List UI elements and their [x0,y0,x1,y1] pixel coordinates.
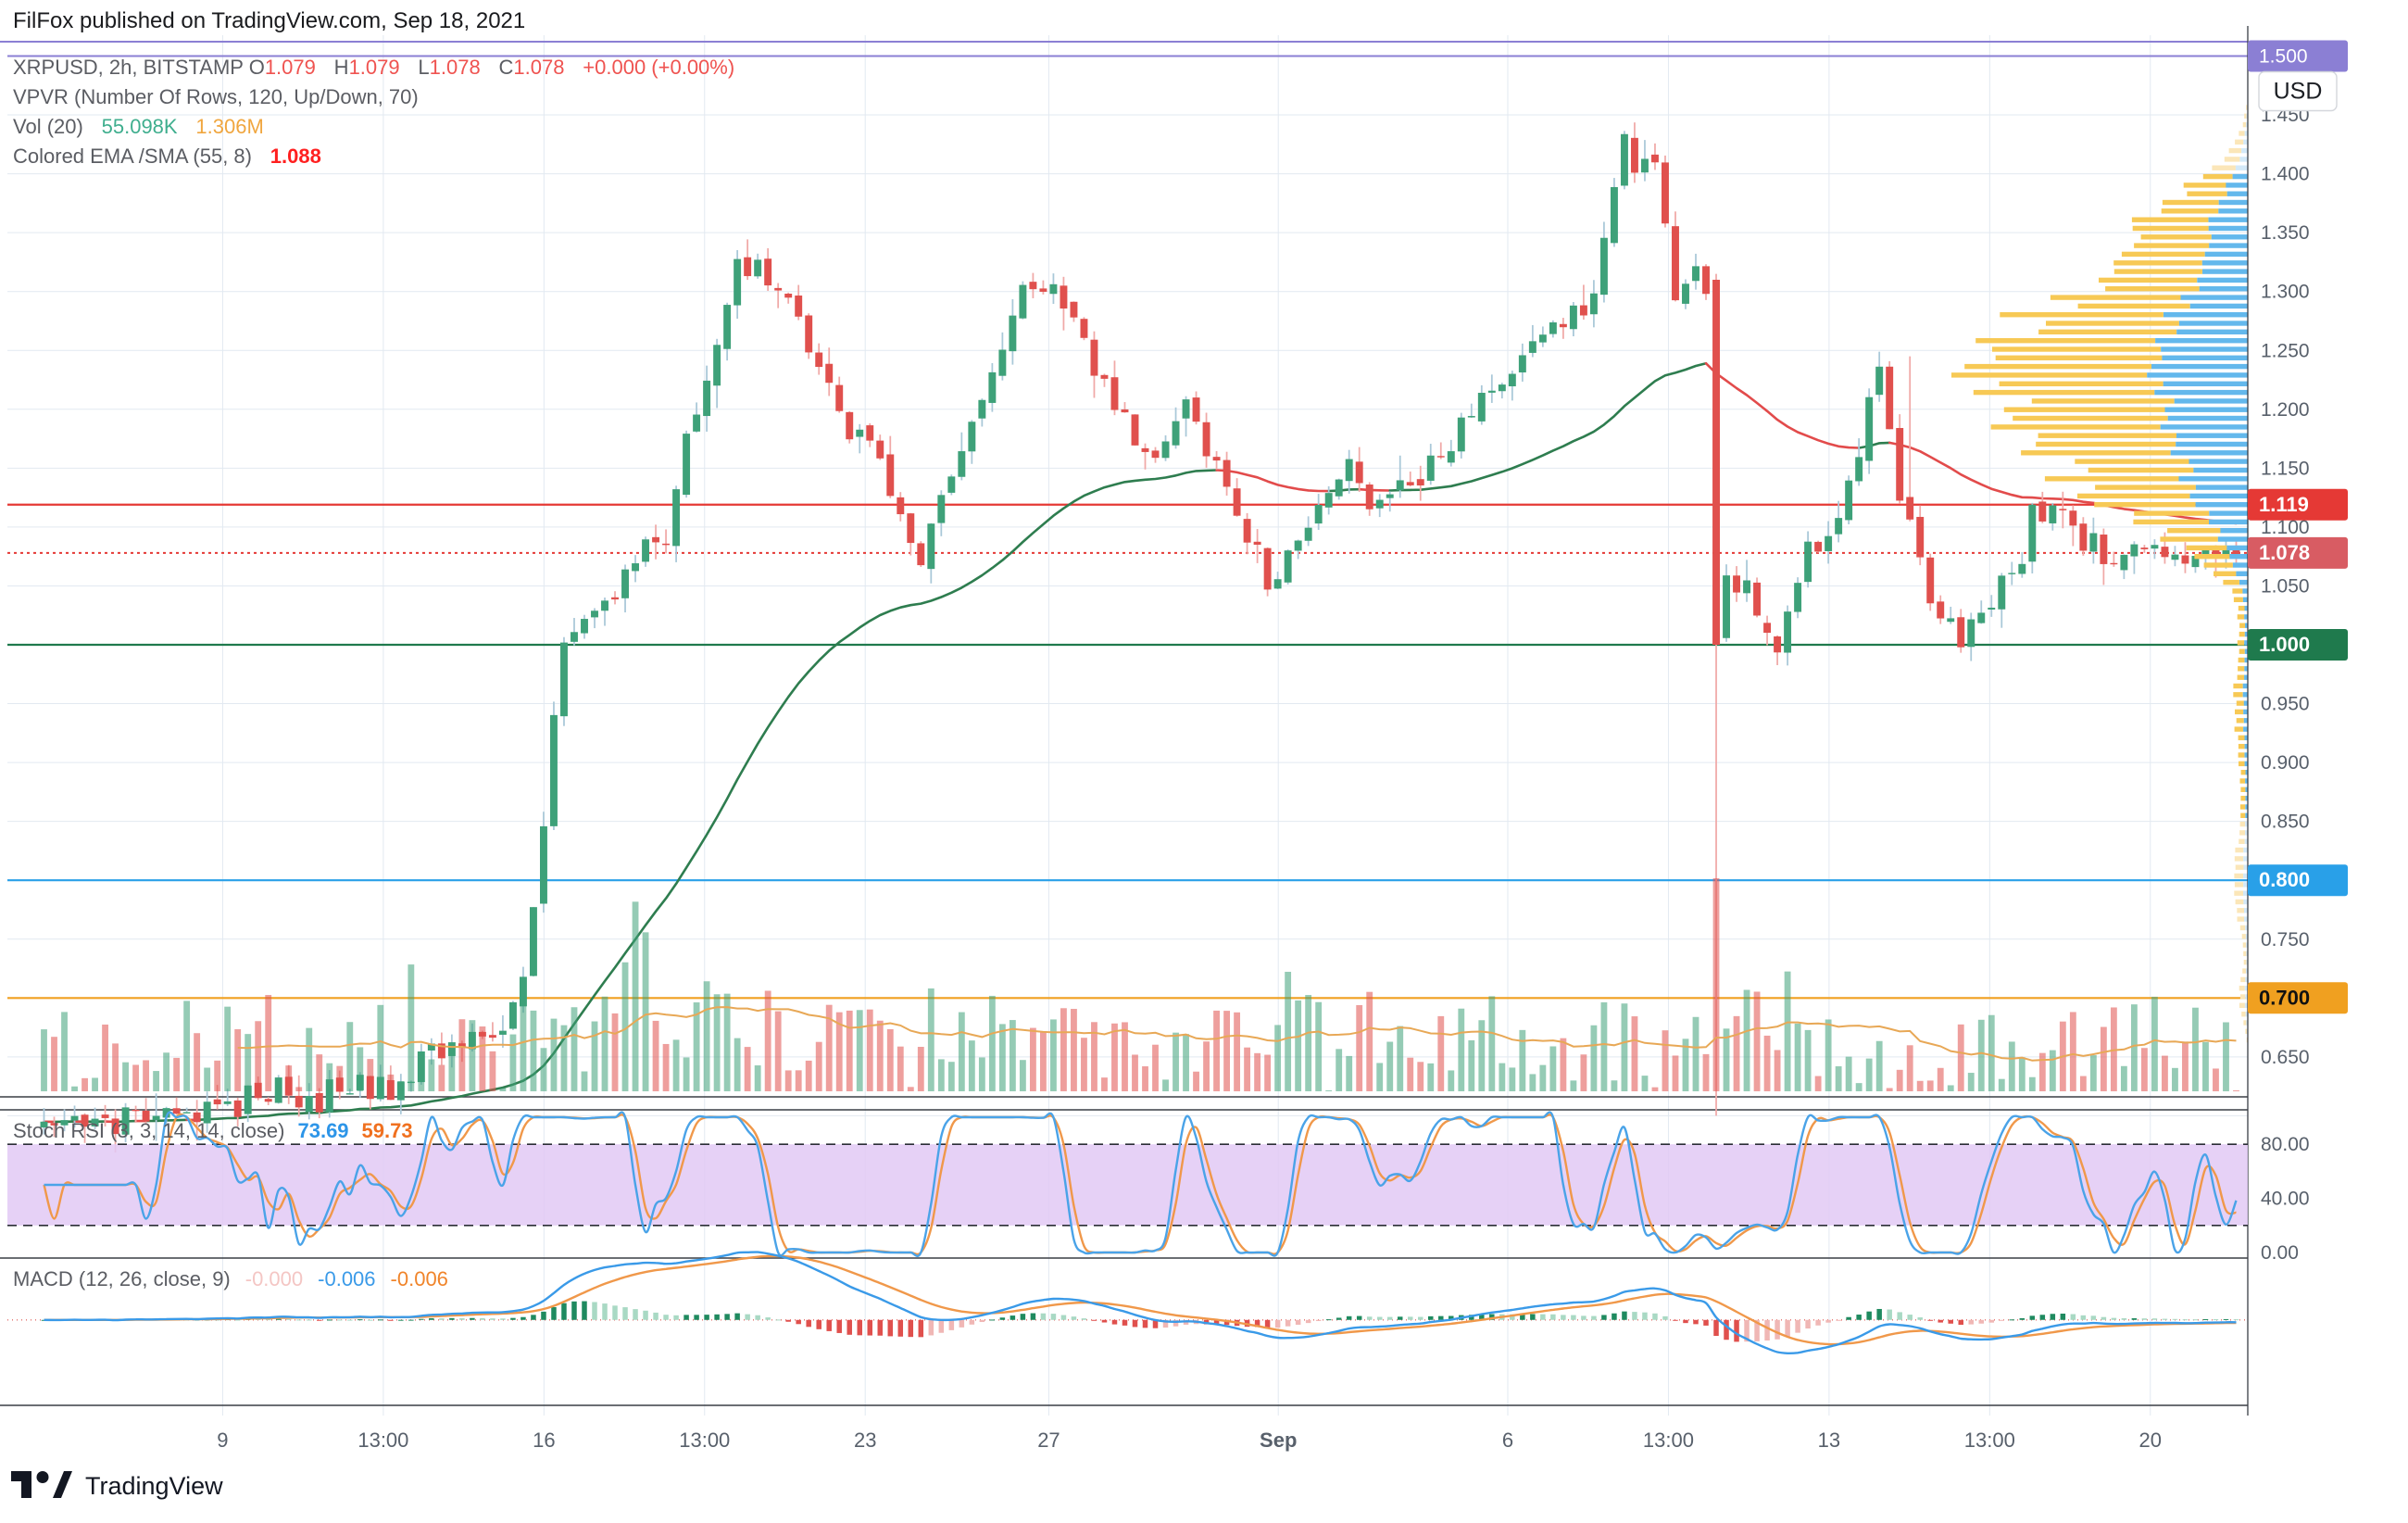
svg-text:USD: USD [2274,79,2323,105]
svg-text:40.00: 40.00 [2261,1189,2310,1210]
svg-text:1.078: 1.078 [2259,541,2310,564]
svg-text:20: 20 [2139,1429,2162,1452]
svg-text:0.800: 0.800 [2259,868,2310,891]
svg-text:80.00: 80.00 [2261,1134,2310,1155]
svg-text:H: H [334,56,349,79]
svg-text:27: 27 [1037,1429,1060,1452]
svg-text:1.400: 1.400 [2261,164,2310,185]
svg-text:0.650: 0.650 [2261,1047,2310,1068]
svg-text:23: 23 [854,1429,876,1452]
svg-text:1.078: 1.078 [430,56,481,79]
svg-text:9: 9 [217,1429,228,1452]
svg-text:1.078: 1.078 [513,56,564,79]
svg-text:Stoch RSI (3, 3, 14, 14, close: Stoch RSI (3, 3, 14, 14, close) [13,1119,284,1142]
svg-text:13: 13 [1818,1429,1840,1452]
svg-text:MACD (12, 26, close, 9): MACD (12, 26, close, 9) [13,1267,231,1290]
svg-text:1.500: 1.500 [2259,46,2308,68]
svg-text:0.700: 0.700 [2259,986,2310,1009]
svg-text:0.00: 0.00 [2261,1242,2299,1264]
svg-text:VPVR (Number Of Rows, 120, Up/: VPVR (Number Of Rows, 120, Up/Down, 70) [13,85,419,108]
svg-text:1.250: 1.250 [2261,340,2310,361]
svg-text:-0.000: -0.000 [245,1267,303,1290]
svg-text:Vol (20): Vol (20) [13,115,83,138]
svg-text:0.750: 0.750 [2261,929,2310,950]
svg-text:13:00: 13:00 [1964,1429,2015,1452]
svg-text:55.098K: 55.098K [102,115,178,138]
svg-text:Sep: Sep [1260,1429,1297,1452]
svg-text:1.306M: 1.306M [195,115,263,138]
svg-text:1.150: 1.150 [2261,458,2310,479]
svg-text:FilFox published on TradingVie: FilFox published on TradingView.com, Sep… [13,8,525,33]
svg-text:13:00: 13:00 [1643,1429,1694,1452]
svg-text:73.69: 73.69 [297,1119,348,1142]
svg-text:1.350: 1.350 [2261,222,2310,244]
svg-text:1.088: 1.088 [270,145,321,168]
svg-text:1.200: 1.200 [2261,399,2310,421]
svg-text:1.119: 1.119 [2259,493,2309,516]
svg-text:C: C [499,56,514,79]
svg-text:XRPUSD, 2h, BITSTAMP O: XRPUSD, 2h, BITSTAMP O [13,56,265,79]
svg-text:1.000: 1.000 [2259,633,2310,656]
svg-text:13:00: 13:00 [357,1429,408,1452]
svg-text:13:00: 13:00 [679,1429,730,1452]
svg-text:0.900: 0.900 [2261,752,2310,774]
svg-text:TradingView: TradingView [85,1472,223,1500]
svg-text:1.300: 1.300 [2261,282,2310,303]
svg-text:6: 6 [1502,1429,1513,1452]
svg-text:1.050: 1.050 [2261,575,2310,597]
svg-text:+0.000 (+0.00%): +0.000 (+0.00%) [583,56,734,79]
svg-text:1.079: 1.079 [265,56,316,79]
svg-text:-0.006: -0.006 [318,1267,375,1290]
svg-text:Colored EMA /SMA (55, 8): Colored EMA /SMA (55, 8) [13,145,252,168]
svg-text:1.079: 1.079 [349,56,400,79]
svg-text:16: 16 [533,1429,555,1452]
svg-text:-0.006: -0.006 [391,1267,448,1290]
svg-text:0.950: 0.950 [2261,694,2310,715]
svg-text:0.850: 0.850 [2261,812,2310,833]
svg-text:59.73: 59.73 [362,1119,413,1142]
svg-text:L: L [418,56,429,79]
